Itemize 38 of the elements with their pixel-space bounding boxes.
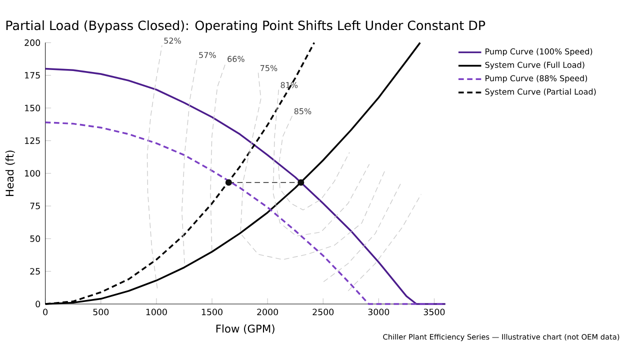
legend-label: System Curve (Partial Load) bbox=[485, 88, 596, 96]
annotation: 52% bbox=[164, 38, 181, 44]
y-tick-label: 175 bbox=[25, 72, 40, 79]
line-series bbox=[210, 63, 226, 251]
y-tick-label: 150 bbox=[25, 104, 40, 112]
annotation: 66% bbox=[228, 56, 244, 62]
annotation: 81% bbox=[280, 82, 298, 88]
legend-label: System Curve (Full Load) bbox=[485, 62, 584, 70]
chart-title: Partial Load (Bypass Closed): Operating Point Shifts Left Under Constant DP bbox=[6, 20, 486, 33]
legend-label: Pump Curve (88% Speed) bbox=[486, 75, 588, 83]
x-tick-label: 1000 bbox=[146, 308, 167, 316]
annotation: 85% bbox=[294, 108, 312, 114]
annotation: 75% bbox=[260, 65, 278, 72]
line-series bbox=[278, 116, 350, 210]
legend-label: Pump Curve (100% Speed) bbox=[486, 48, 592, 56]
y-tick-label: 50 bbox=[30, 235, 40, 242]
x-tick-label: 3000 bbox=[368, 308, 390, 316]
line-series bbox=[146, 44, 162, 289]
x-tick-label: 2000 bbox=[257, 308, 278, 316]
x-tick-label: 1500 bbox=[202, 308, 222, 316]
x-tick-label: 3500 bbox=[424, 308, 445, 316]
y-tick-label: 75 bbox=[30, 202, 40, 210]
line-series bbox=[240, 72, 386, 260]
x-axis-title: Flow (GPM) bbox=[216, 324, 274, 334]
annotation: 57% bbox=[199, 52, 216, 58]
y-tick-label: 25 bbox=[30, 268, 40, 275]
line-series bbox=[182, 59, 198, 264]
x-tick-label: 0 bbox=[43, 308, 48, 316]
x-tick-label: 2500 bbox=[312, 308, 334, 316]
line-series bbox=[323, 182, 402, 282]
y-tick-label: 100 bbox=[25, 170, 40, 177]
line-series bbox=[272, 89, 370, 236]
line-series bbox=[348, 194, 422, 292]
y-axis-title: Head (ft) bbox=[5, 150, 15, 196]
y-tick-label: 200 bbox=[24, 39, 40, 46]
y-tick-label: 0 bbox=[36, 300, 40, 308]
y-tick-label: 125 bbox=[25, 137, 40, 144]
x-tick-label: 500 bbox=[93, 308, 109, 316]
